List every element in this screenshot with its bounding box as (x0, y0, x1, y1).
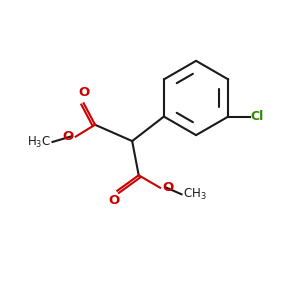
Text: O: O (62, 130, 74, 142)
Text: CH$_3$: CH$_3$ (183, 187, 207, 202)
Text: H$_3$C: H$_3$C (27, 134, 51, 149)
Text: Cl: Cl (251, 110, 264, 123)
Text: O: O (78, 85, 89, 99)
Text: O: O (108, 194, 119, 207)
Text: O: O (162, 181, 173, 194)
